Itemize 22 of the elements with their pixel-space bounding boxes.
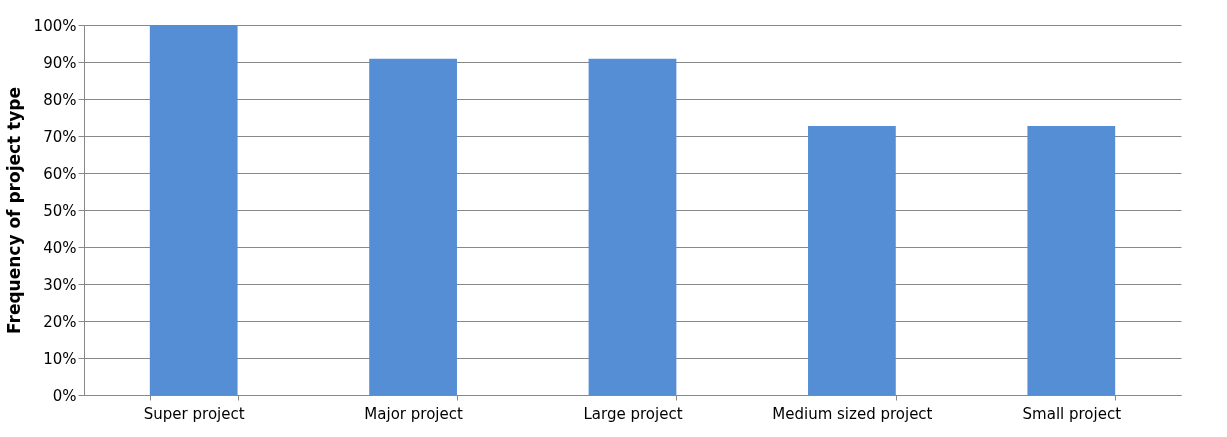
y-tick-label: 90% — [43, 53, 77, 72]
x-tick-label: Large project — [583, 404, 683, 423]
bar — [808, 126, 896, 395]
bar — [1027, 126, 1116, 395]
bar — [588, 58, 677, 395]
bar — [149, 25, 238, 395]
y-tick-label: 20% — [43, 312, 77, 331]
y-tick-label: 10% — [43, 349, 77, 368]
y-tick-label: 70% — [43, 127, 77, 146]
y-tick-label: 80% — [43, 90, 77, 109]
x-tick-label: Major project — [364, 404, 463, 423]
y-tick-label: 40% — [43, 238, 77, 257]
y-tick-label: 60% — [43, 164, 77, 183]
y-tick-label: 50% — [43, 201, 77, 220]
x-tick-label: Small project — [1022, 404, 1122, 423]
y-tick-label: 0% — [52, 386, 77, 405]
y-tick-label: 100% — [33, 16, 77, 35]
y-axis-title: Frequency of project type — [3, 86, 24, 335]
x-tick-label: Medium sized project — [772, 404, 933, 423]
bar — [369, 58, 457, 395]
y-tick-label: 30% — [43, 275, 77, 294]
x-tick-label: Super project — [143, 404, 245, 423]
